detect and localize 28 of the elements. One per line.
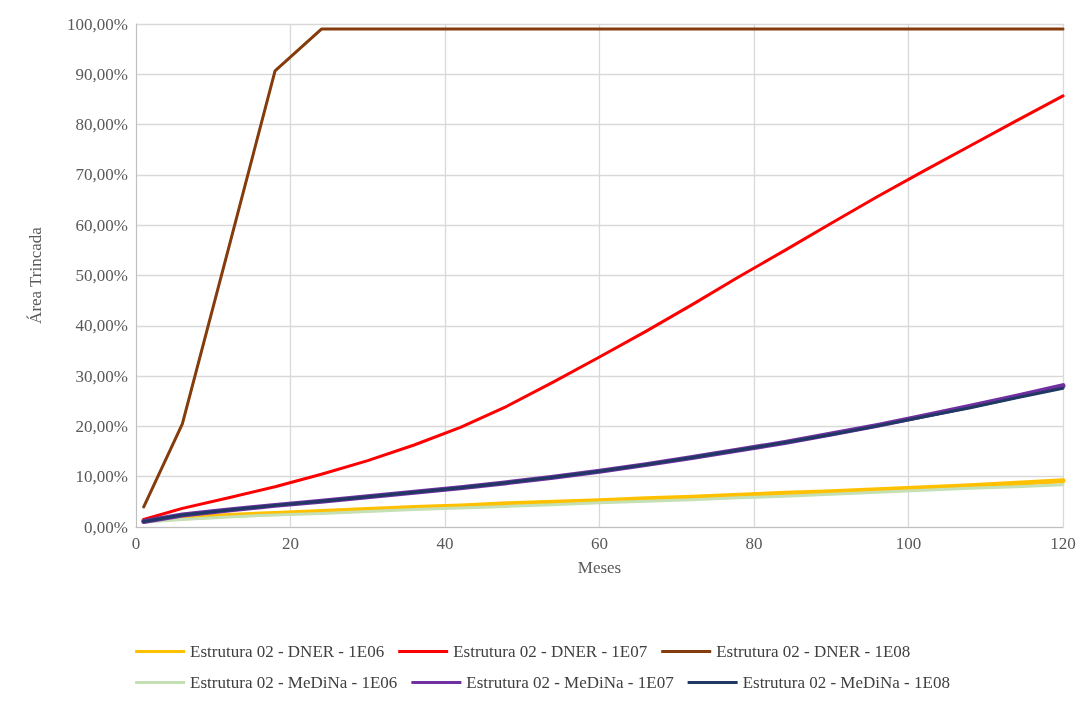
y-tick-label: 20,00%: [75, 416, 128, 436]
legend-label: Estrutura 02 - MeDiNa - 1E08: [742, 673, 950, 692]
x-tick-label: 0: [131, 534, 141, 553]
x-tick-label: 40: [436, 534, 454, 553]
x-tick-label: 80: [745, 534, 763, 553]
line-series: [142, 94, 1065, 521]
y-axis-title: Área Trincada: [26, 226, 45, 324]
legend-label: Estrutura 02 - DNER - 1E06: [190, 642, 385, 661]
y-tick-label: 10,00%: [75, 467, 128, 487]
y-tick-label: 90,00%: [75, 64, 128, 84]
y-tick-label: 70,00%: [75, 165, 128, 185]
y-tick-label: 50,00%: [75, 266, 128, 285]
y-tick-label: 0,00%: [84, 517, 128, 537]
x-tick-label: 20: [282, 534, 299, 553]
legend-label: Estrutura 02 - DNER - 1E08: [716, 642, 911, 661]
y-tick-label: 100,00%: [67, 14, 128, 34]
line-series: [142, 27, 1065, 509]
legend-label: Estrutura 02 - DNER - 1E07: [453, 642, 648, 661]
x-tick-label: 120: [1050, 534, 1076, 553]
y-tick-label: 40,00%: [75, 316, 128, 336]
legend-label: Estrutura 02 - MeDiNa - 1E06: [190, 673, 398, 692]
y-tick-label: 80,00%: [75, 115, 128, 135]
x-tick-label: 60: [591, 534, 608, 553]
x-tick-label: 100: [895, 534, 922, 553]
y-tick-label: 60,00%: [75, 215, 128, 235]
x-axis-title: Meses: [577, 558, 622, 577]
legend-label: Estrutura 02 - MeDiNa - 1E07: [466, 673, 675, 692]
y-tick-label: 30,00%: [75, 366, 128, 386]
